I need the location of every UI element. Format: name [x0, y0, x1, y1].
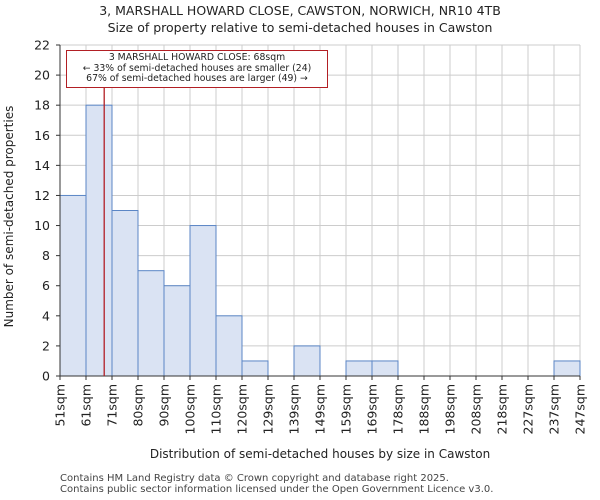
x-tick-label: 198sqm [443, 384, 458, 434]
footer-copyright: Contains HM Land Registry data © Crown c… [60, 473, 449, 484]
y-tick-label: 14 [34, 158, 50, 173]
x-axis-label: Distribution of semi-detached houses by … [150, 447, 490, 461]
y-tick-label: 16 [34, 128, 50, 143]
histogram-bar [111, 210, 139, 377]
histogram-bar [85, 104, 113, 377]
y-tick-label: 2 [42, 338, 50, 353]
x-tick-label: 149sqm [313, 384, 328, 434]
histogram-bar [293, 345, 321, 377]
x-tick-label: 227sqm [521, 384, 536, 434]
y-tick-label: 4 [42, 308, 50, 323]
histogram-bar [345, 360, 373, 377]
x-tick-label: 159sqm [339, 384, 354, 434]
chart-title-address: 3, MARSHALL HOWARD CLOSE, CAWSTON, NORWI… [99, 3, 501, 18]
x-tick-label: 100sqm [183, 384, 198, 434]
chart-title: Size of property relative to semi-detach… [107, 20, 493, 35]
footer-licence: Contains public sector information licen… [60, 484, 494, 495]
y-tick-label: 10 [34, 218, 50, 233]
y-tick-label: 18 [34, 98, 50, 113]
x-tick-label: 247sqm [573, 384, 588, 434]
y-tick-label: 22 [34, 38, 50, 53]
x-tick-label: 218sqm [495, 384, 510, 434]
y-axis-label: Number of semi-detached properties [2, 106, 16, 328]
annotation-line-smaller: ← 33% of semi-detached houses are smalle… [82, 62, 312, 74]
histogram-bar [137, 270, 165, 377]
y-tick-label: 0 [42, 369, 50, 384]
y-tick-label: 8 [42, 248, 50, 263]
annotation-line-larger: 67% of semi-detached houses are larger (… [86, 73, 308, 85]
histogram-bar [163, 285, 191, 377]
y-tick-label: 20 [34, 68, 50, 83]
x-tick-label: 139sqm [287, 384, 302, 434]
histogram-bar [59, 194, 87, 377]
x-tick-label: 80sqm [131, 384, 146, 427]
x-tick-label: 61sqm [79, 384, 94, 427]
annotation-box: 3 MARSHALL HOWARD CLOSE: 68sqm ← 33% of … [66, 50, 328, 88]
y-tick-label: 12 [34, 188, 50, 203]
histogram-bar [371, 360, 399, 377]
histogram-bar [553, 360, 581, 377]
x-tick-label: 237sqm [547, 384, 562, 434]
x-tick-label: 208sqm [469, 384, 484, 434]
x-tick-label: 71sqm [105, 384, 120, 427]
x-tick-label: 178sqm [391, 384, 406, 434]
histogram-bar [189, 225, 217, 377]
x-tick-label: 188sqm [417, 384, 432, 434]
x-tick-label: 120sqm [235, 384, 250, 434]
x-tick-label: 51sqm [53, 384, 68, 427]
histogram-bar [215, 315, 243, 377]
x-tick-label: 129sqm [261, 384, 276, 434]
x-tick-label: 90sqm [157, 384, 172, 427]
x-tick-label: 110sqm [209, 384, 224, 434]
y-tick-label: 6 [42, 278, 50, 293]
histogram-bar [241, 360, 269, 377]
annotation-line-property: 3 MARSHALL HOWARD CLOSE: 68sqm [108, 52, 286, 63]
x-tick-label: 169sqm [365, 384, 380, 434]
